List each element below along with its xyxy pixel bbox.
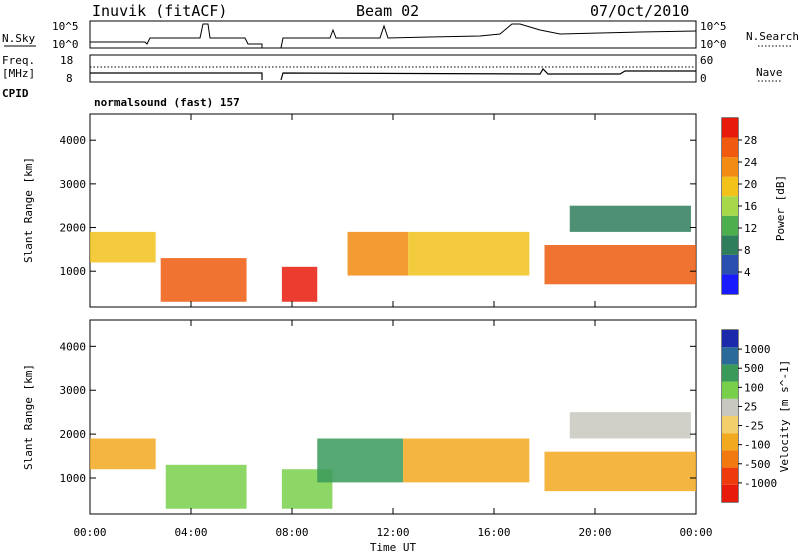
- cpid-label: CPID: [2, 87, 29, 100]
- velocity-echo-region: [317, 438, 404, 483]
- power-y-tick-label: 1000: [60, 265, 87, 278]
- nsky-tick-top: 10^5: [52, 20, 79, 33]
- time-tick-label: 12:00: [376, 526, 409, 539]
- power-y-axis-label: Slant Range [km]: [22, 157, 35, 263]
- velocity-echo-regions: [90, 412, 696, 509]
- power-echo-region: [569, 205, 691, 232]
- power-panel: 1000 2000 3000 4000 Slant Range [km] 4 8 12 16…: [22, 113, 787, 308]
- velocity-echo-region: [90, 438, 156, 470]
- velocity-colorbar-swatch: [722, 398, 738, 416]
- time-tick-label: 00:00: [679, 526, 712, 539]
- time-tick-label: 00:00: [73, 526, 106, 539]
- power-colorbar-swatch: [722, 137, 738, 158]
- velocity-colorbar-swatch: [722, 416, 738, 434]
- velocity-y-tick-label: 4000: [60, 340, 87, 353]
- power-colorbar-tick-label: 4: [744, 266, 751, 279]
- power-colorbar-swatch: [722, 235, 738, 255]
- power-echo-region: [160, 258, 247, 302]
- velocity-y-tick-label: 1000: [60, 472, 87, 485]
- velocity-colorbar-tick-label: 1000: [744, 343, 771, 356]
- power-y-tick-label: 2000: [60, 222, 87, 235]
- nsky-label: N.Sky: [2, 32, 35, 45]
- power-echo-regions: [90, 205, 696, 302]
- velocity-colorbar-tick-label: 100: [744, 381, 764, 394]
- freq-tick-bottom: 8: [66, 72, 73, 85]
- power-colorbar-swatch: [722, 176, 738, 197]
- velocity-colorbar-tick-label: 25: [744, 400, 757, 413]
- velocity-colorbar-swatch: [722, 467, 738, 485]
- freq-unit-label: [MHz]: [2, 67, 35, 80]
- velocity-colorbar-tick-label: 500: [744, 362, 764, 375]
- power-y-tick-label: 3000: [60, 178, 87, 191]
- power-colorbar-tick-label: 24: [744, 156, 758, 169]
- time-tick-label: 04:00: [174, 526, 207, 539]
- velocity-colorbar-tick-label: -25: [744, 420, 764, 433]
- velocity-colorbar-tick-label: -1000: [744, 477, 777, 490]
- nave-tick-top: 60: [700, 54, 713, 67]
- velocity-echo-region: [569, 412, 691, 439]
- velocity-colorbar: 1000 500 100 25 -25 -100 -500 -1000: [722, 330, 777, 502]
- velocity-colorbar-swatch: [722, 450, 738, 468]
- power-echo-region: [408, 231, 530, 276]
- velocity-panel: 1000 2000 3000 4000 Slant Range [km] 1000 50…: [22, 319, 791, 515]
- x-axis-label: Time UT: [370, 541, 417, 554]
- power-y-tick-label: 4000: [60, 134, 87, 147]
- velocity-colorbar-swatch: [722, 484, 738, 502]
- time-x-ticks: 00:00 04:00 08:00 12:00 16:00 20:00 00:00: [73, 114, 713, 539]
- velocity-colorbar-label: Velocity [m s^-1]: [778, 360, 791, 473]
- nsky-tick-bottom: 10^0: [52, 38, 79, 51]
- velocity-echo-region: [544, 451, 696, 492]
- velocity-y-ticks: 1000 2000 3000 4000: [60, 340, 696, 485]
- freq-trace: [90, 68, 696, 81]
- velocity-colorbar-swatch: [722, 433, 738, 451]
- power-colorbar-swatch: [722, 196, 738, 216]
- station-title: Inuvik (fitACF): [92, 2, 227, 20]
- nsky-panel-frame: [89, 20, 697, 49]
- velocity-colorbar-swatch: [722, 347, 738, 365]
- beam-title: Beam 02: [356, 2, 419, 20]
- power-colorbar-tick-label: 12: [744, 222, 757, 235]
- velocity-colorbar-swatch: [722, 381, 738, 399]
- power-colorbar-swatch: [722, 274, 738, 294]
- nsky-right-tick-top: 10^5: [700, 20, 727, 33]
- freq-panel-frame: [89, 54, 697, 83]
- velocity-y-axis-label: Slant Range [km]: [22, 364, 35, 470]
- nave-label: Nave: [756, 66, 783, 79]
- power-colorbar-tick-label: 28: [744, 134, 757, 147]
- power-colorbar-tick-label: 16: [744, 200, 757, 213]
- velocity-echo-region: [165, 464, 247, 509]
- velocity-y-tick-label: 2000: [60, 428, 87, 441]
- power-colorbar-tick-label: 8: [744, 244, 751, 257]
- nsky-trace: [90, 23, 697, 49]
- date-title: 07/Oct/2010: [590, 2, 689, 20]
- power-echo-region: [347, 231, 409, 276]
- velocity-colorbar-tick-label: -100: [744, 439, 771, 452]
- velocity-colorbar-tick-label: -500: [744, 458, 771, 471]
- velocity-echo-region: [403, 438, 530, 483]
- time-tick-label: 08:00: [275, 526, 308, 539]
- power-colorbar-tick-label: 20: [744, 178, 757, 191]
- power-colorbar-swatch: [722, 118, 738, 138]
- freq-tick-top: 18: [60, 54, 73, 67]
- power-echo-region: [281, 266, 318, 302]
- power-echo-region: [90, 231, 156, 263]
- power-colorbar-label: Power [dB]: [774, 175, 787, 241]
- nsearch-label: N.Search: [746, 30, 799, 43]
- velocity-y-tick-label: 3000: [60, 384, 87, 397]
- velocity-colorbar-swatch: [722, 330, 738, 348]
- nave-tick-bottom: 0: [700, 72, 707, 85]
- power-y-ticks: 1000 2000 3000 4000: [60, 134, 696, 278]
- time-tick-label: 16:00: [477, 526, 510, 539]
- power-colorbar-swatch: [722, 254, 738, 275]
- power-colorbar-swatch: [722, 215, 738, 236]
- power-colorbar-swatch: [722, 157, 738, 177]
- time-tick-label: 20:00: [578, 526, 611, 539]
- power-echo-region: [544, 244, 696, 285]
- cpid-value: normalsound (fast) 157: [94, 96, 240, 109]
- power-colorbar: 4 8 12 16 20 24 28: [722, 118, 758, 294]
- freq-label: Freq.: [2, 54, 35, 67]
- velocity-colorbar-swatch: [722, 364, 738, 382]
- nsky-right-tick-bottom: 10^0: [700, 38, 727, 51]
